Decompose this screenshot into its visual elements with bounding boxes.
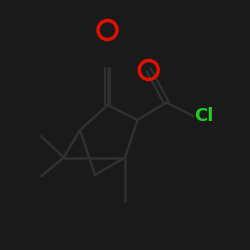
Text: Cl: Cl (194, 107, 213, 125)
